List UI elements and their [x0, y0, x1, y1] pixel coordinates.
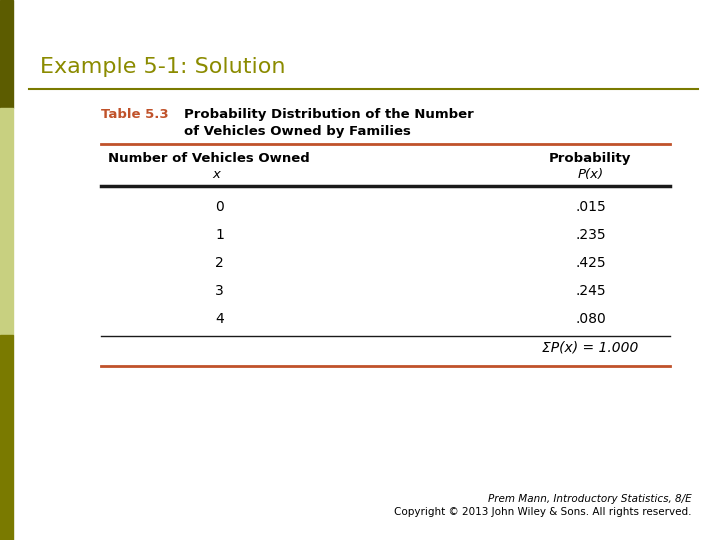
- Text: .425: .425: [575, 256, 606, 270]
- Text: x: x: [212, 168, 220, 181]
- Text: P(x): P(x): [577, 168, 603, 181]
- Text: 3: 3: [215, 284, 224, 298]
- Text: Table 5.3: Table 5.3: [101, 108, 168, 121]
- Text: .080: .080: [575, 312, 606, 326]
- Text: Probability Distribution of the Number: Probability Distribution of the Number: [184, 108, 473, 121]
- Text: of Vehicles Owned by Families: of Vehicles Owned by Families: [184, 125, 410, 138]
- Text: Number of Vehicles Owned: Number of Vehicles Owned: [108, 152, 310, 165]
- Text: Example 5-1: Solution: Example 5-1: Solution: [40, 57, 285, 77]
- Text: .245: .245: [575, 284, 606, 298]
- Text: .235: .235: [575, 228, 606, 242]
- Text: .015: .015: [575, 200, 606, 214]
- Text: Copyright © 2013 John Wiley & Sons. All rights reserved.: Copyright © 2013 John Wiley & Sons. All …: [394, 507, 691, 517]
- Text: 0: 0: [215, 200, 224, 214]
- Text: 1: 1: [215, 228, 224, 242]
- Text: Prem Mann, Introductory Statistics, 8/E: Prem Mann, Introductory Statistics, 8/E: [487, 494, 691, 504]
- Text: ΣP(x) = 1.000: ΣP(x) = 1.000: [542, 340, 639, 354]
- Text: Probability: Probability: [549, 152, 631, 165]
- Text: 2: 2: [215, 256, 224, 270]
- Text: 4: 4: [215, 312, 224, 326]
